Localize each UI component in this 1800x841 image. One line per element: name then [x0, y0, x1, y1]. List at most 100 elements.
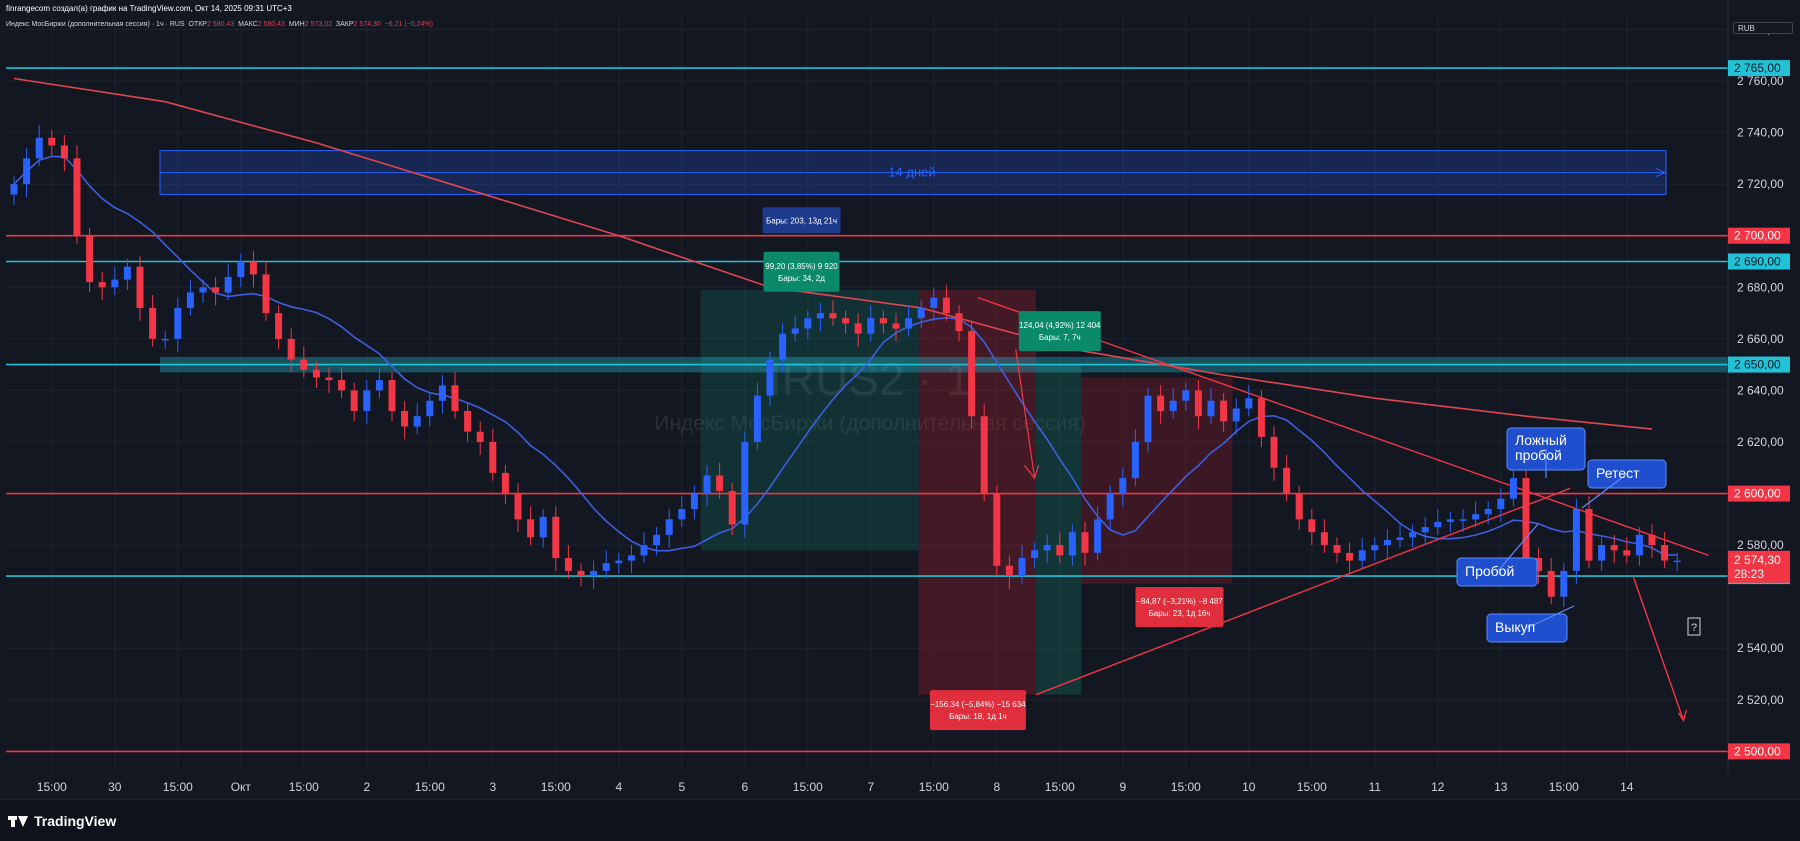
measure-bars-label: Бары: 18, 1д 1ч [949, 712, 1007, 721]
time-tick-label: 15:00 [1549, 780, 1579, 794]
candle-body [1144, 395, 1152, 442]
measure-bars-label: Бары: 203, 13д 21ч [766, 216, 837, 225]
measure-bars-label: Бары: 34, 2д [778, 274, 825, 283]
candle-body [1106, 493, 1114, 520]
candle-body [766, 359, 774, 396]
candle-body [10, 184, 18, 195]
watermark-name: Индекс МосБиржи (дополнительная сессия) [654, 412, 1086, 435]
time-tick-label: 15:00 [289, 780, 319, 794]
time-tick-label: 30 [108, 780, 122, 794]
candle-body [527, 519, 535, 538]
time-tick-label: 14 [1620, 780, 1634, 794]
candle-body [690, 493, 698, 510]
candle-body [552, 516, 560, 559]
candle-body [48, 137, 56, 146]
time-tick-label: 11 [1369, 780, 1382, 794]
candle-body [905, 318, 913, 329]
candle-body [1371, 545, 1379, 551]
candle-body [1673, 560, 1681, 563]
price-tick-label: 2 620,00 [1737, 435, 1784, 449]
level-tag [1728, 253, 1790, 270]
candle-body [1635, 534, 1643, 556]
time-tick-label: 15:00 [541, 780, 571, 794]
candle-body [917, 307, 925, 319]
measure-change-label: −156,34 (−5,84%) −15 634 [930, 700, 1026, 709]
candle-body [136, 266, 144, 308]
price-tick-label: 2 540,00 [1737, 641, 1784, 655]
candle-body [338, 380, 346, 391]
measure-zone [918, 289, 1036, 695]
candle-body [1270, 436, 1278, 468]
legend-low: 2 573,02 [304, 21, 332, 28]
legend-symbol: Индекс МосБиржи (дополнительная сессия) … [6, 21, 185, 28]
level-tag-label: 2 690,00 [1734, 255, 1781, 269]
time-tick-label: 15:00 [415, 780, 445, 794]
candle-body [1283, 467, 1291, 494]
candle-body [942, 297, 950, 314]
candle-body [489, 442, 497, 473]
candle-body [1295, 493, 1303, 520]
price-tick-label: 2 740,00 [1737, 126, 1784, 140]
measure-box [929, 690, 1026, 731]
candle-body [388, 380, 396, 411]
candle-body [1472, 514, 1480, 520]
candle-body [1446, 519, 1454, 522]
candle-body [842, 318, 850, 324]
price-tick-label: 2 760,00 [1737, 74, 1784, 88]
time-tick-label: 15:00 [919, 780, 949, 794]
candle-body [1068, 532, 1076, 556]
range-arrow-head [1655, 168, 1667, 178]
price-axis[interactable]: 2 780,002 760,002 740,002 720,002 680,00… [1727, 0, 1800, 800]
candle-body [804, 318, 812, 329]
candle-body [1220, 400, 1228, 422]
legend-open: 2 580,43 [206, 21, 235, 28]
candle-body [401, 411, 409, 427]
time-tick-label: Окт [231, 780, 252, 794]
time-tick-label: 12 [1431, 780, 1445, 794]
candle-body [464, 411, 472, 432]
candle-body [1383, 540, 1391, 546]
measure-labels[interactable]: Бары: 203, 13д 21ч 99,20 (3,85%) 9 920 Бар… [762, 207, 1224, 731]
price-tick-label: 2 520,00 [1737, 693, 1784, 707]
measure-box [1018, 311, 1101, 352]
watermark-ticker: IRUS2 · 1 [769, 353, 971, 405]
price-tick-label: 2 720,00 [1737, 177, 1784, 191]
candle-body [186, 292, 194, 308]
candle-body [212, 287, 220, 293]
candle-body [716, 475, 724, 491]
candle-body [1245, 398, 1253, 409]
measure-change-label: 124,04 (4,92%) 12 404 [1019, 321, 1101, 330]
annotations[interactable]: Ложный пробой Ретест Пробой Выкуп? [1456, 427, 1701, 643]
candle-body [1560, 570, 1568, 597]
time-tick-label: 9 [1119, 780, 1126, 794]
measure-box [763, 251, 840, 292]
time-axis[interactable]: 15:00 30 15:00 Окт 15:00 2 15:00 3 15:00 4 5 6 15:00… [0, 772, 1800, 841]
candle-body [1232, 408, 1240, 422]
candle-body [123, 266, 131, 280]
candle-body [1182, 390, 1190, 401]
legend-high: 2 580,43 [257, 21, 285, 28]
candle-body [879, 318, 887, 324]
time-tick-label: 15:00 [793, 780, 823, 794]
time-tick-label: 8 [993, 780, 1000, 794]
candle-body [501, 472, 509, 494]
candle-body [968, 331, 976, 417]
legend-low-label: МИН [288, 21, 305, 28]
candle-body [892, 323, 900, 329]
candle-body [1081, 532, 1089, 553]
candle-body [1409, 532, 1417, 538]
candle-body [1610, 545, 1618, 551]
candle-body [23, 158, 31, 185]
callout-text: Пробой [1465, 563, 1514, 579]
candle-body [703, 475, 711, 494]
time-tick-label: 7 [867, 780, 874, 794]
currency-selector[interactable]: RUB [1733, 22, 1793, 34]
last-price-label: 2 574,30 [1734, 553, 1781, 567]
level-tag-label: 2 650,00 [1734, 358, 1781, 372]
candle-body [993, 493, 1001, 566]
candle-body [35, 137, 43, 159]
candle-body [275, 313, 283, 339]
tradingview-brand[interactable]: TradingView [8, 813, 116, 829]
